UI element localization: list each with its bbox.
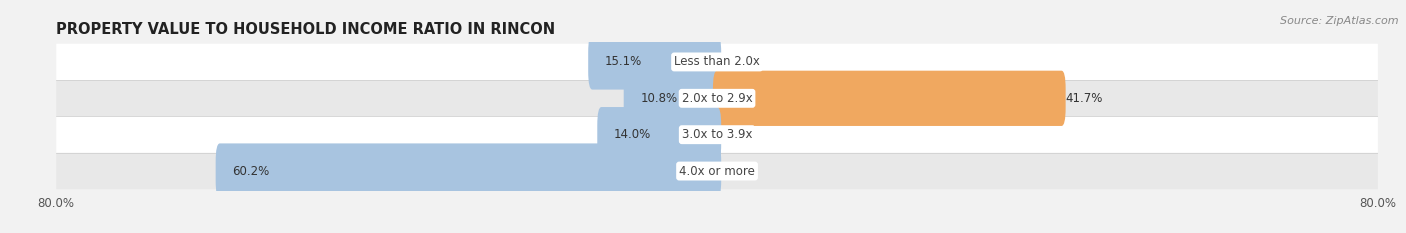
Text: 60.2%: 60.2% — [232, 164, 270, 178]
FancyBboxPatch shape — [588, 34, 721, 89]
Text: 41.7%: 41.7% — [1066, 92, 1104, 105]
Text: Less than 2.0x: Less than 2.0x — [673, 55, 761, 69]
FancyBboxPatch shape — [56, 153, 1378, 189]
Text: 10.8%: 10.8% — [640, 92, 678, 105]
Text: 3.0x to 3.9x: 3.0x to 3.9x — [682, 128, 752, 141]
FancyBboxPatch shape — [713, 71, 1066, 126]
FancyBboxPatch shape — [598, 107, 721, 162]
Text: PROPERTY VALUE TO HOUSEHOLD INCOME RATIO IN RINCON: PROPERTY VALUE TO HOUSEHOLD INCOME RATIO… — [56, 22, 555, 37]
FancyBboxPatch shape — [56, 116, 1378, 153]
FancyBboxPatch shape — [56, 80, 1378, 116]
Text: 0.0%: 0.0% — [725, 55, 755, 69]
FancyBboxPatch shape — [215, 144, 721, 199]
FancyBboxPatch shape — [624, 71, 721, 126]
Text: 15.1%: 15.1% — [605, 55, 643, 69]
Text: 14.0%: 14.0% — [614, 128, 651, 141]
Text: 0.0%: 0.0% — [725, 128, 755, 141]
Text: 0.0%: 0.0% — [725, 164, 755, 178]
Text: 4.0x or more: 4.0x or more — [679, 164, 755, 178]
Text: 2.0x to 2.9x: 2.0x to 2.9x — [682, 92, 752, 105]
Text: Source: ZipAtlas.com: Source: ZipAtlas.com — [1281, 16, 1399, 26]
FancyBboxPatch shape — [56, 44, 1378, 80]
